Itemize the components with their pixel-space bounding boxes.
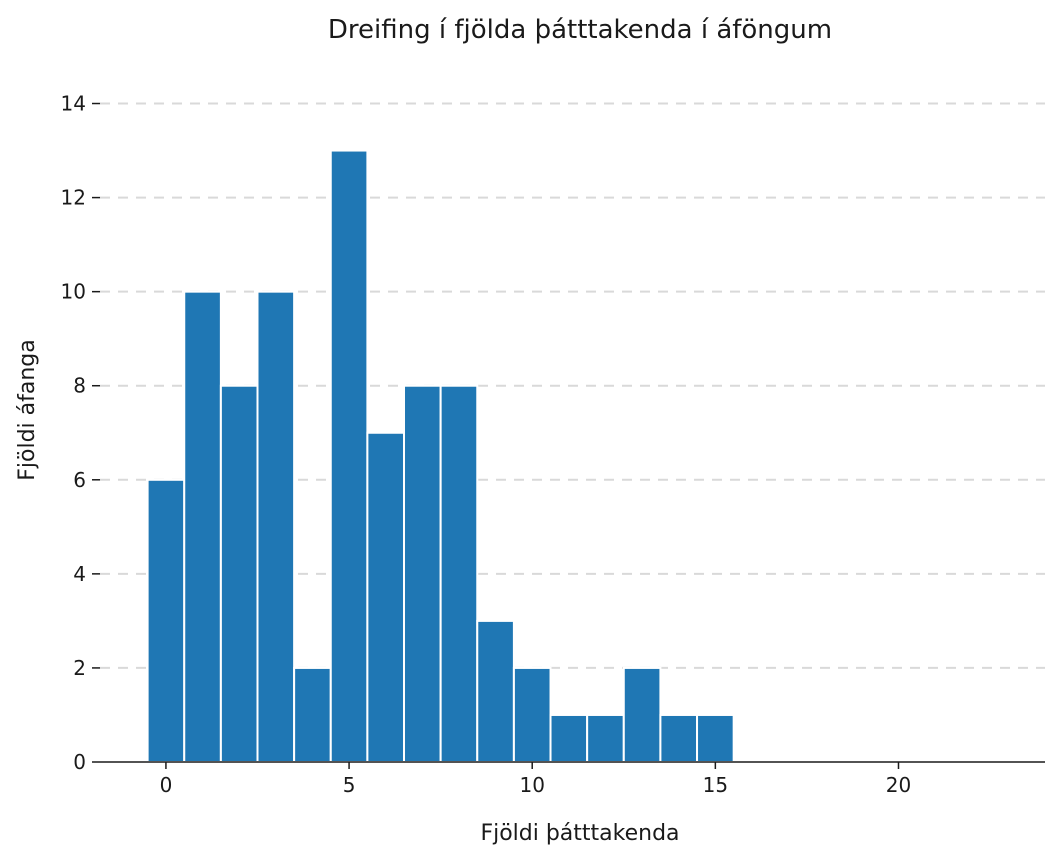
x-tick-label-5: 5 bbox=[343, 773, 356, 797]
bar-3 bbox=[256, 290, 296, 763]
bar-12 bbox=[586, 713, 625, 763]
bar-6 bbox=[366, 431, 406, 763]
bar-7 bbox=[403, 384, 442, 763]
gridlines bbox=[100, 102, 1045, 669]
bar-8 bbox=[439, 384, 479, 763]
y-axis-label: Fjöldi áfanga bbox=[15, 339, 40, 481]
y-axis: 0 2 4 6 8 10 12 14 bbox=[61, 92, 100, 774]
bar-2 bbox=[219, 384, 259, 763]
bar-11 bbox=[549, 713, 589, 763]
bar-15 bbox=[696, 713, 735, 763]
bar-10 bbox=[512, 666, 552, 763]
x-axis: 0 5 10 15 20 bbox=[100, 761, 1045, 797]
x-tick-label-15: 15 bbox=[703, 773, 728, 797]
y-tick-label-2: 2 bbox=[73, 656, 86, 680]
x-tick-label-10: 10 bbox=[519, 773, 544, 797]
x-axis-label: Fjöldi þátttakenda bbox=[480, 821, 679, 846]
y-tick-label-4: 4 bbox=[73, 562, 86, 586]
bar-4 bbox=[293, 666, 332, 763]
bar-0 bbox=[146, 478, 186, 763]
bar-13 bbox=[622, 666, 662, 763]
bar-5 bbox=[329, 149, 369, 764]
y-tick-label-8: 8 bbox=[73, 374, 86, 398]
y-tick-label-6: 6 bbox=[73, 468, 86, 492]
x-tick-label-0: 0 bbox=[160, 773, 173, 797]
y-tick-label-10: 10 bbox=[61, 280, 86, 304]
chart-title: Dreifing í fjölda þátttakenda í áföngum bbox=[328, 15, 832, 45]
x-tick-label-20: 20 bbox=[886, 773, 911, 797]
bars bbox=[146, 149, 735, 764]
bar-1 bbox=[183, 290, 222, 763]
bar-9 bbox=[476, 619, 515, 763]
y-tick-label-12: 12 bbox=[61, 186, 86, 210]
y-tick-label-14: 14 bbox=[61, 92, 86, 116]
y-tick-label-0: 0 bbox=[73, 750, 86, 774]
bar-14 bbox=[659, 713, 699, 763]
